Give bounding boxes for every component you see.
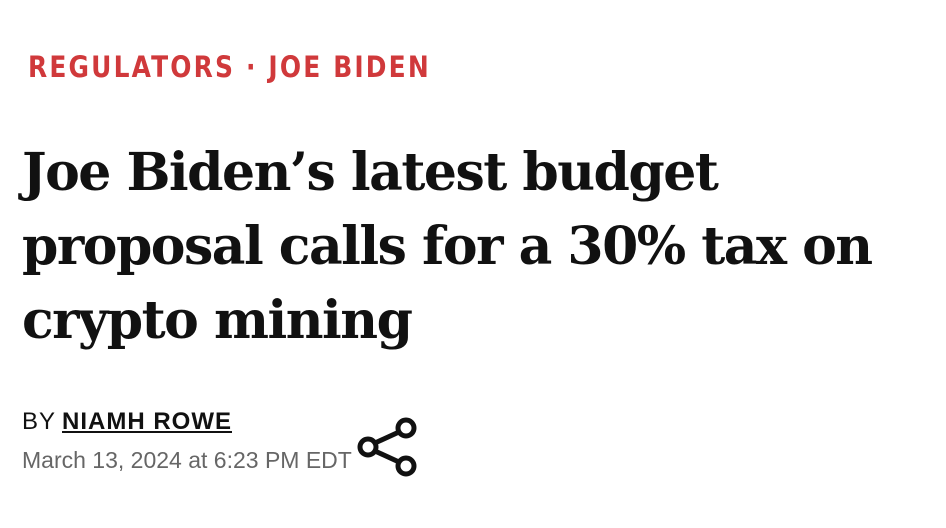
section-link[interactable]: REGULATORS — [28, 50, 236, 84]
byline: BY NIAMH ROWE — [22, 408, 232, 436]
topic-link[interactable]: JOE BIDEN — [268, 50, 431, 84]
share-button[interactable] — [356, 414, 420, 485]
kicker-separator: · — [235, 50, 269, 84]
share-icon — [357, 417, 417, 477]
headline: Joe Biden’s latest budget proposal calls… — [22, 142, 873, 351]
author-link[interactable]: NIAMH ROWE — [62, 408, 232, 435]
publish-date: March 13, 2024 at 6:23 PM EDT — [22, 447, 352, 473]
byline-prefix: BY — [22, 408, 57, 435]
kicker: REGULATORS · JOE BIDEN — [28, 50, 431, 84]
